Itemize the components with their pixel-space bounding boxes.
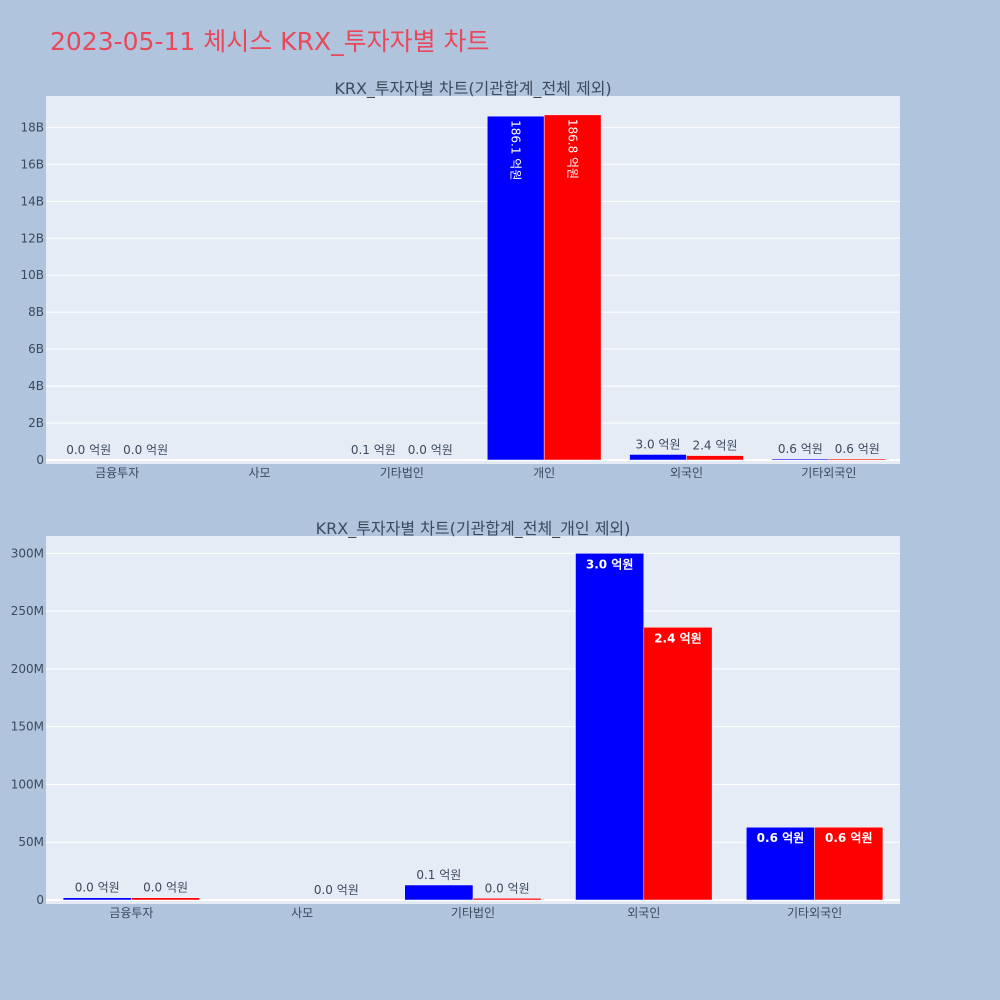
bar-data-label: 0.0 억원 [485, 881, 530, 895]
bar-data-label: 0.0 억원 [123, 443, 168, 457]
chart-1-group: 0 2B 4B 6B 8B 10B 12B 14B 16B 18B KRX_투자자별 차트(기관합계… [20, 79, 900, 480]
bar [404, 884, 474, 901]
y-tick-label: 12B [20, 231, 44, 245]
bar-data-label: 0.6 억원 [757, 831, 805, 845]
bar-data-label: 0.6 억원 [778, 442, 823, 456]
bar [814, 826, 884, 901]
y-tick-label: 250M [11, 604, 44, 618]
bar-data-label: 0.0 억원 [408, 443, 453, 457]
y-tick-label: 2B [28, 416, 44, 430]
bar-data-label: 0.0 억원 [75, 881, 120, 895]
chart-2-group: 0 50M 100M 150M 200M 250M 300M KRX_투자자별 차트(기관합계… [11, 519, 900, 920]
bar-data-label: 0.0 억원 [143, 881, 188, 895]
x-tick-label: 기타법인 [451, 906, 495, 920]
bar [543, 114, 602, 461]
y-tick-label: 18B [20, 120, 44, 134]
page-title: 2023-05-11 체시스 KRX_투자자별 차트 [50, 27, 490, 56]
x-tick-label: 외국인 [627, 906, 660, 920]
y-tick-label: 16B [20, 157, 44, 171]
bar-data-label: 0.1 억원 [351, 443, 396, 457]
bar [486, 115, 545, 461]
y-tick-label: 10B [20, 268, 44, 282]
x-tick-label: 기타외국인 [801, 466, 856, 480]
x-tick-label: 사모 [291, 906, 313, 920]
bar-data-label: 0.0 억원 [314, 883, 359, 897]
bar-data-label: 186.1 억원 [509, 120, 523, 180]
subplot-title: KRX_투자자별 차트(기관합계_전체_개인 제외) [316, 519, 631, 539]
y-tick-label: 0 [36, 893, 44, 907]
bar [643, 627, 713, 901]
bar [472, 898, 542, 901]
bar-data-label: 0.0 억원 [66, 443, 111, 457]
bar [746, 826, 815, 901]
x-tick-label: 개인 [533, 466, 555, 480]
bar [131, 897, 200, 901]
y-tick-label: 100M [11, 777, 44, 791]
bar-data-label: 2.4 억원 [692, 439, 737, 453]
bar-data-label: 186.8 억원 [566, 119, 580, 179]
bar [828, 458, 887, 461]
bar-data-label: 3.0 억원 [636, 437, 681, 451]
bar [686, 455, 744, 461]
y-tick-label: 300M [11, 546, 44, 560]
x-tick-label: 기타법인 [380, 466, 424, 480]
y-tick-label: 50M [18, 835, 44, 849]
bar-data-label: 0.6 억원 [825, 831, 873, 845]
y-tick-label: 150M [11, 720, 44, 734]
bar-data-label: 3.0 억원 [586, 557, 634, 571]
y-tick-label: 14B [20, 194, 44, 208]
x-tick-label: 금융투자 [95, 466, 139, 480]
bar [575, 553, 645, 901]
y-tick-label: 6B [28, 342, 44, 356]
y-tick-label: 0 [36, 453, 44, 467]
x-tick-label: 사모 [248, 466, 270, 480]
bar [771, 458, 830, 461]
plot-area [46, 96, 900, 464]
x-tick-label: 기타외국인 [787, 906, 842, 920]
bar [62, 897, 132, 901]
x-tick-label: 외국인 [670, 466, 703, 480]
bar-data-label: 0.6 억원 [835, 442, 880, 456]
y-tick-label: 4B [28, 379, 44, 393]
x-tick-label: 금융투자 [109, 906, 153, 920]
bar-data-label: 0.1 억원 [416, 868, 461, 882]
bar-data-label: 2.4 억원 [654, 631, 702, 645]
y-tick-label: 8B [28, 305, 44, 319]
subplot-title: KRX_투자자별 차트(기관합계_전체 제외) [334, 79, 611, 99]
bar [629, 454, 687, 461]
y-tick-label: 200M [11, 662, 44, 676]
